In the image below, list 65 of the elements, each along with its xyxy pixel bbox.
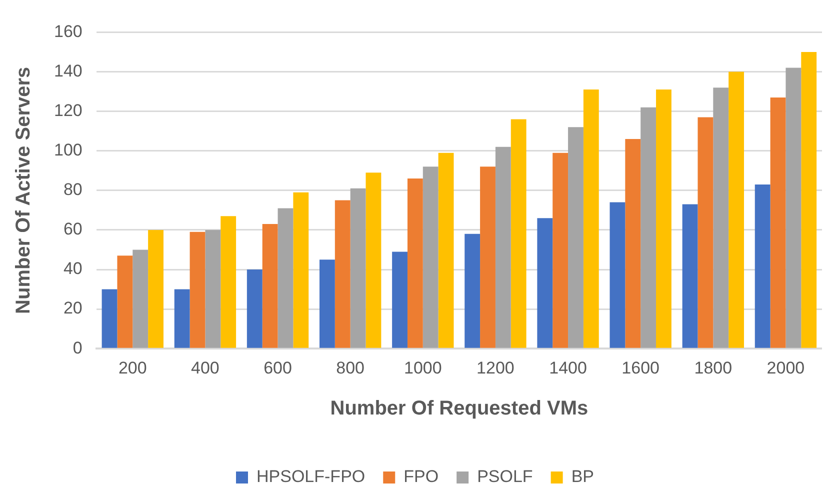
- bar: [246, 270, 262, 348]
- bar: [392, 252, 408, 348]
- bar: [656, 90, 672, 348]
- bar: [495, 146, 511, 348]
- bar: [770, 97, 786, 348]
- y-tick-label: 60: [63, 220, 82, 239]
- legend-label: PSOLF: [477, 467, 533, 486]
- bar: [407, 178, 423, 348]
- bar: [625, 138, 641, 348]
- bar: [278, 208, 294, 348]
- bar: [682, 204, 698, 348]
- bar: [174, 289, 190, 348]
- bar: [583, 90, 599, 348]
- y-tick-label: 140: [54, 61, 82, 80]
- bar: [610, 202, 626, 348]
- bar: [262, 224, 278, 348]
- bar: [293, 192, 309, 348]
- legend-label: FPO: [404, 467, 439, 486]
- y-tick-label: 100: [54, 140, 82, 160]
- bar: [102, 289, 118, 348]
- bar: [754, 184, 770, 348]
- bar: [366, 172, 382, 348]
- bar: [190, 232, 206, 348]
- bar: [728, 72, 744, 348]
- bar: [801, 52, 817, 348]
- bar: [480, 166, 496, 348]
- x-tick-label: 200: [118, 358, 147, 378]
- bar: [220, 216, 236, 348]
- x-tick-label: 1000: [404, 358, 442, 378]
- bar: [117, 256, 133, 348]
- y-tick-label: 120: [54, 100, 82, 120]
- x-tick-label: 1200: [476, 358, 514, 378]
- x-tick-label: 400: [191, 358, 220, 378]
- bar: [640, 107, 656, 348]
- x-tick-label: 1400: [549, 358, 587, 378]
- bar: [438, 152, 454, 348]
- y-tick-label: 80: [63, 180, 82, 200]
- x-axis-title: Number Of Requested VMs: [330, 398, 588, 420]
- bar: [698, 117, 714, 348]
- bar: [713, 88, 729, 348]
- bar: [464, 234, 480, 348]
- x-tick-label: 1800: [694, 358, 732, 378]
- bar: [552, 152, 568, 348]
- bar: [422, 166, 438, 348]
- y-tick-label: 20: [63, 298, 82, 318]
- bar: [334, 200, 350, 348]
- x-tick-label: 2000: [766, 358, 805, 378]
- legend-label: HPSOLF-FPO: [256, 467, 366, 486]
- bar: [537, 218, 553, 348]
- x-tick-label: 1600: [622, 358, 660, 378]
- y-axis-title: Number Of Active Servers: [12, 66, 35, 314]
- x-tick-label: 800: [336, 358, 365, 378]
- bar: [132, 250, 148, 348]
- bar: [350, 188, 366, 348]
- y-tick-label: 0: [72, 338, 82, 358]
- bar: [510, 119, 526, 348]
- y-tick-label: 40: [63, 259, 82, 278]
- bar: [205, 230, 221, 348]
- y-tick-label: 160: [54, 22, 82, 41]
- bar: [148, 230, 164, 348]
- legend-label: BP: [571, 467, 594, 486]
- bar: [568, 127, 584, 348]
- bar: [786, 68, 802, 348]
- x-tick-label: 600: [264, 358, 292, 378]
- bar: [319, 260, 335, 348]
